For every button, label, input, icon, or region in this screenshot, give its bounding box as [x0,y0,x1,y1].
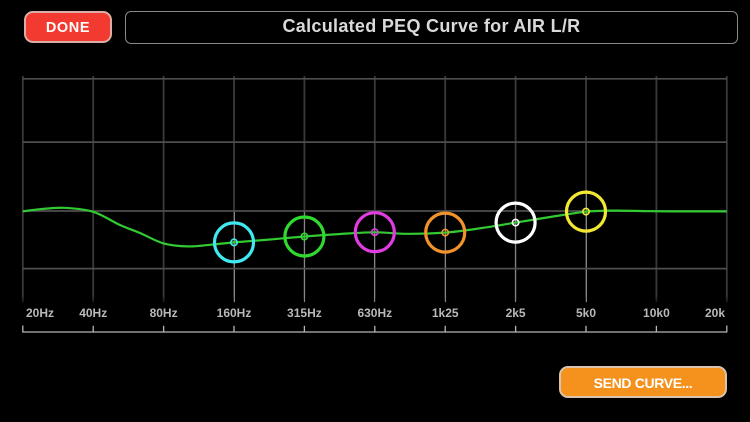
svg-text:20k: 20k [705,306,725,320]
svg-text:80Hz: 80Hz [150,306,178,320]
svg-text:10k0: 10k0 [643,306,670,320]
svg-text:315Hz: 315Hz [287,306,322,320]
svg-text:40Hz: 40Hz [79,306,107,320]
svg-text:1k25: 1k25 [432,306,459,320]
svg-text:20Hz: 20Hz [26,306,54,320]
svg-text:160Hz: 160Hz [217,306,252,320]
svg-text:630Hz: 630Hz [357,306,392,320]
svg-text:5k0: 5k0 [576,306,596,320]
svg-text:2k5: 2k5 [506,306,526,320]
